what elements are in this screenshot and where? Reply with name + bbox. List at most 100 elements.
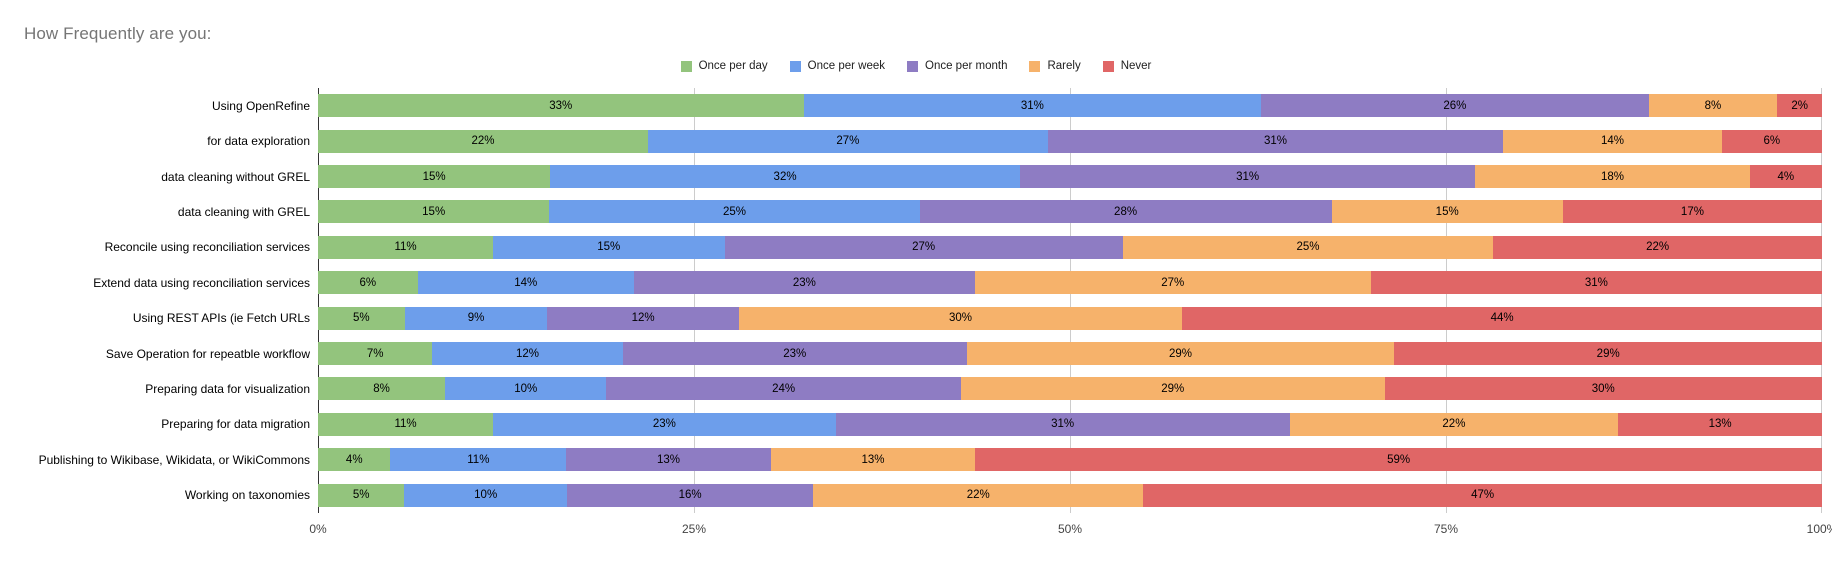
segment-value-label: 44%: [1490, 312, 1514, 325]
segment-value-label: 22%: [1646, 241, 1670, 254]
bar-segment-once-per-week[interactable]: 25%: [549, 200, 920, 224]
bar-segment-once-per-month[interactable]: 31%: [1047, 129, 1504, 153]
bar-segment-once-per-day[interactable]: 8%: [318, 377, 446, 401]
chart-row: Working on taxonomies 5% 10% 16% 22% 47%: [185, 477, 1822, 512]
segment-value-label: 30%: [948, 312, 972, 325]
bar-segment-once-per-month[interactable]: 27%: [724, 235, 1123, 259]
bar-segment-once-per-week[interactable]: 10%: [445, 377, 607, 401]
bar-segment-once-per-week[interactable]: 23%: [493, 412, 836, 436]
bar-segment-rarely[interactable]: 29%: [960, 377, 1385, 401]
bar-segment-never[interactable]: 17%: [1562, 200, 1823, 224]
bar-segment-never[interactable]: 44%: [1182, 306, 1823, 330]
bar-segment-once-per-day[interactable]: 5%: [318, 306, 405, 330]
bar-segment-once-per-month[interactable]: 31%: [835, 412, 1290, 436]
stacked-bar: 11% 15% 27% 25% 22%: [318, 235, 1822, 259]
bar-segment-never[interactable]: 29%: [1394, 342, 1823, 366]
bar-segment-once-per-month[interactable]: 23%: [622, 342, 967, 366]
segment-value-label: 16%: [678, 489, 702, 502]
bar-segment-rarely[interactable]: 15%: [1331, 200, 1563, 224]
segment-value-label: 23%: [792, 276, 816, 289]
bar-segment-rarely[interactable]: 30%: [738, 306, 1183, 330]
bar-segment-once-per-week[interactable]: 12%: [432, 342, 623, 366]
bar-segment-once-per-week[interactable]: 9%: [404, 306, 548, 330]
bar-segment-rarely[interactable]: 29%: [966, 342, 1395, 366]
bar-segment-once-per-month[interactable]: 26%: [1261, 94, 1649, 118]
stacked-bar: 7% 12% 23% 29% 29%: [318, 342, 1823, 366]
bar-segment-rarely[interactable]: 22%: [813, 483, 1144, 507]
category-label: for data exploration: [207, 134, 310, 149]
bar-segment-once-per-month[interactable]: 31%: [1019, 165, 1476, 189]
bar-segment-never[interactable]: 59%: [975, 448, 1823, 472]
bar-segment-once-per-week[interactable]: 11%: [390, 448, 567, 472]
legend-swatch-icon: [1029, 60, 1041, 72]
bar-segment-once-per-day[interactable]: 4%: [318, 448, 391, 472]
bar-segment-never[interactable]: 13%: [1618, 412, 1822, 436]
segment-value-label: 30%: [1591, 382, 1615, 395]
bar-segment-never[interactable]: 4%: [1749, 165, 1822, 189]
legend-swatch-icon: [1102, 60, 1114, 72]
bar-segment-once-per-week[interactable]: 31%: [803, 94, 1262, 118]
bar-segment-never[interactable]: 6%: [1721, 129, 1822, 153]
legend-item-once-per-month: Once per month: [907, 60, 1007, 72]
bar-segment-once-per-month[interactable]: 16%: [566, 483, 814, 507]
bar-segment-once-per-day[interactable]: 15%: [318, 200, 550, 224]
bar-segment-once-per-week[interactable]: 14%: [417, 271, 634, 295]
bar-segment-once-per-month[interactable]: 24%: [606, 377, 961, 401]
segment-value-label: 29%: [1161, 382, 1185, 395]
chart-row: data cleaning with GREL 15% 25% 28% 15% 17%: [178, 194, 1823, 229]
bar-segment-never[interactable]: 22%: [1493, 235, 1822, 259]
category-label: Preparing data for visualization: [145, 381, 310, 396]
segment-value-label: 5%: [353, 312, 370, 325]
bar-segment-once-per-month[interactable]: 23%: [633, 271, 975, 295]
segment-value-label: 47%: [1471, 489, 1495, 502]
bar-segment-once-per-week[interactable]: 32%: [550, 165, 1020, 189]
segment-value-label: 23%: [783, 347, 807, 360]
segment-value-label: 8%: [373, 382, 390, 395]
bar-segment-once-per-week[interactable]: 15%: [493, 235, 725, 259]
bar-segment-never[interactable]: 2%: [1777, 94, 1822, 118]
segment-value-label: 4%: [1777, 170, 1795, 183]
chart-row: Preparing data for visualization 8% 10% 24%…: [145, 371, 1822, 406]
bar-segment-once-per-day[interactable]: 15%: [318, 165, 551, 189]
bar-segment-rarely[interactable]: 8%: [1648, 94, 1778, 118]
bar-segment-once-per-month[interactable]: 12%: [547, 306, 739, 330]
stacked-bar: 5% 9% 12% 30% 44%: [318, 306, 1823, 330]
bar-segment-rarely[interactable]: 14%: [1503, 129, 1722, 153]
chart-row: Reconcile using reconciliation services 1…: [105, 230, 1822, 265]
legend-item-once-per-day: Once per day: [680, 60, 768, 72]
category-label: data cleaning with GREL: [177, 204, 310, 219]
bar-segment-once-per-day[interactable]: 11%: [318, 412, 494, 436]
bar-segment-rarely[interactable]: 25%: [1122, 235, 1494, 259]
segment-value-label: 17%: [1680, 205, 1704, 218]
bar-segment-rarely[interactable]: 13%: [770, 448, 976, 472]
bar-segment-once-per-day[interactable]: 22%: [318, 129, 648, 153]
x-axis-tick-label: 100%: [1806, 522, 1832, 536]
bar-segment-never[interactable]: 31%: [1370, 271, 1823, 295]
chart-row: data cleaning without GREL 15% 32% 31% 18% 4%: [161, 159, 1822, 194]
category-label: Preparing for data migration: [161, 417, 310, 432]
segment-value-label: 31%: [1236, 170, 1260, 183]
bar-segment-once-per-week[interactable]: 27%: [647, 129, 1048, 153]
x-axis-tick-label: 25%: [681, 522, 707, 536]
stacked-bar: 4% 11% 13% 13% 59%: [318, 448, 1823, 472]
bar-segment-rarely[interactable]: 27%: [974, 271, 1371, 295]
bar-segment-never[interactable]: 47%: [1143, 483, 1822, 507]
bar-segment-once-per-day[interactable]: 33%: [318, 94, 804, 118]
category-label: Working on taxonomies: [184, 488, 310, 503]
bar-segment-once-per-day[interactable]: 11%: [318, 235, 494, 259]
stacked-bar: 15% 32% 31% 18% 4%: [318, 165, 1822, 189]
bar-segment-never[interactable]: 30%: [1384, 377, 1822, 401]
bar-segment-rarely[interactable]: 18%: [1475, 165, 1750, 189]
bar-segment-once-per-month[interactable]: 28%: [919, 200, 1332, 224]
gridline: [694, 88, 695, 513]
bar-segment-once-per-day[interactable]: 5%: [318, 483, 405, 507]
bar-segment-once-per-day[interactable]: 7%: [318, 342, 433, 366]
category-label: Extend data using reconciliation service…: [93, 275, 310, 290]
bar-segment-once-per-day[interactable]: 6%: [318, 271, 418, 295]
bar-segment-once-per-month[interactable]: 13%: [566, 448, 771, 472]
bar-segment-once-per-week[interactable]: 10%: [404, 483, 567, 507]
segment-value-label: 2%: [1791, 99, 1808, 112]
stacked-bar: 22% 27% 31% 14% 6%: [318, 129, 1822, 153]
segment-value-label: 59%: [1387, 453, 1411, 466]
bar-segment-rarely[interactable]: 22%: [1289, 412, 1619, 436]
